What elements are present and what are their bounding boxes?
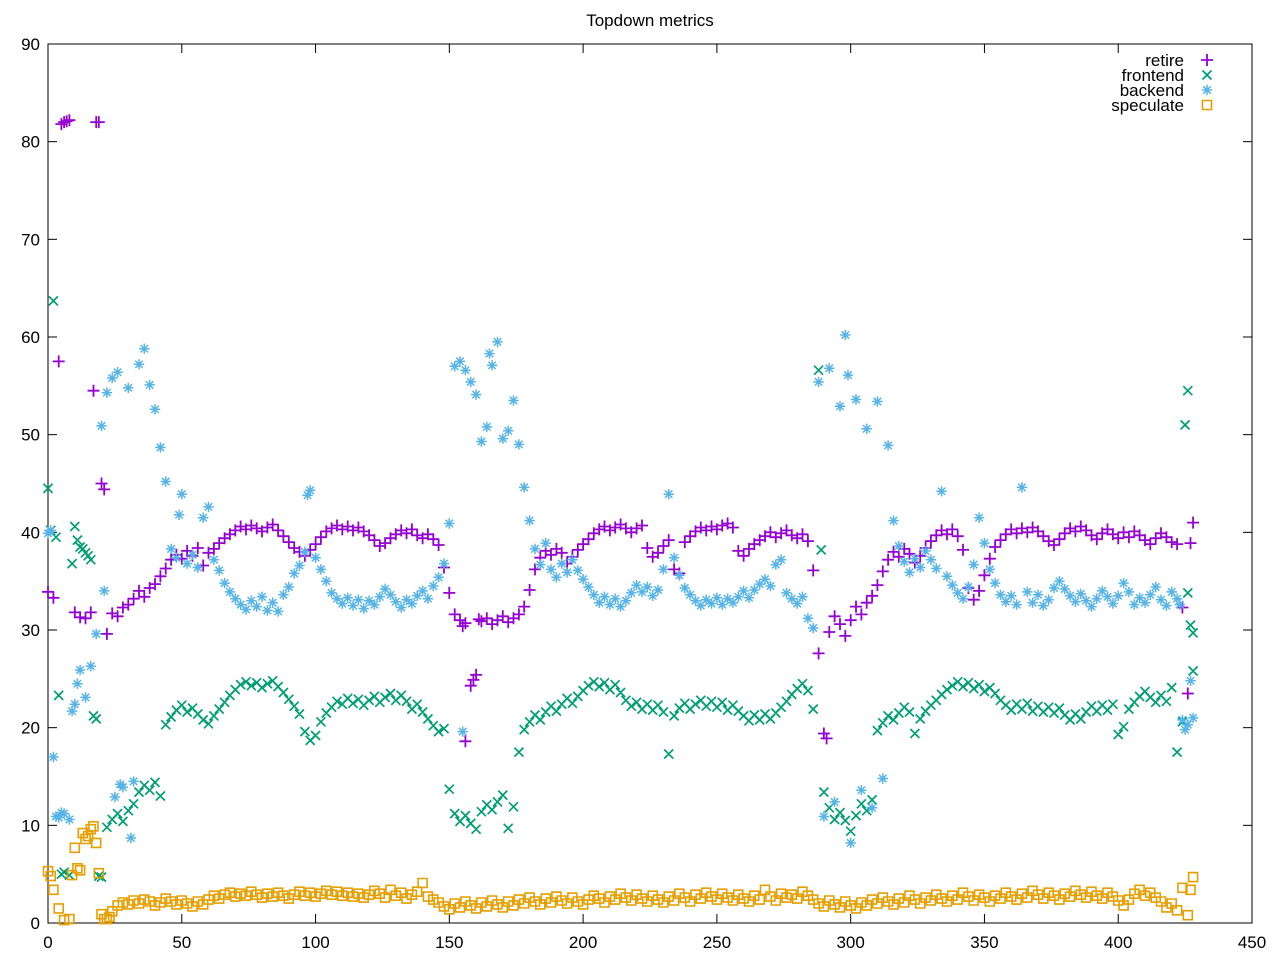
x-axis-tick-label: 400 [1104,933,1132,952]
y-axis-tick-label: 0 [31,914,40,933]
legend-label-frontend: frontend [1122,66,1184,85]
y-axis-tick-label: 60 [21,328,40,347]
y-axis-tick-label: 50 [21,426,40,445]
x-axis-tick-label: 450 [1238,933,1266,952]
series-speculate-points [42,821,1199,926]
x-axis-tick-label: 150 [435,933,463,952]
legend-label-speculate: speculate [1111,96,1184,115]
legend-marker-speculate-icon [1201,99,1213,111]
series-retire-points [42,114,1200,748]
y-axis-tick-label: 10 [21,816,40,835]
y-axis-tick-label: 90 [21,35,40,54]
legend-label-retire: retire [1145,51,1184,70]
x-axis-tick-label: 350 [970,933,998,952]
y-axis-tick-label: 20 [21,719,40,738]
plot-border [47,43,1253,924]
x-axis-tick-label: 0 [43,933,52,952]
legend-marker-frontend-icon [1201,69,1213,81]
legend-marker-retire-icon [1201,54,1213,66]
y-axis-tick-label: 80 [21,133,40,152]
x-axis-tick-label: 200 [569,933,597,952]
legend-marker-backend-icon [1201,84,1213,96]
y-axis-tick-label: 70 [21,230,40,249]
x-axis-tick-label: 50 [172,933,191,952]
x-axis-tick-label: 300 [836,933,864,952]
x-axis-tick-label: 100 [301,933,329,952]
y-axis-tick-label: 30 [21,621,40,640]
series-backend-points [42,329,1199,849]
series-frontend-points [42,295,1199,883]
y-axis-tick-label: 40 [21,523,40,542]
x-axis-tick-label: 250 [703,933,731,952]
legend-label-backend: backend [1120,81,1184,100]
